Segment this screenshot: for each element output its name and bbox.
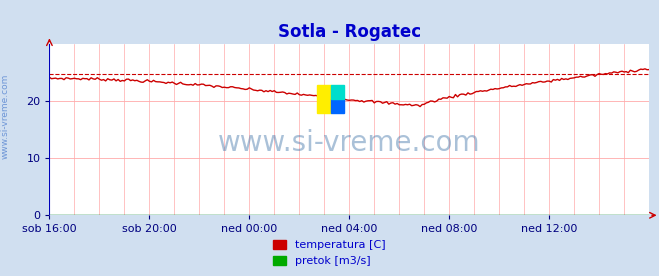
Title: Sotla - Rogatec: Sotla - Rogatec <box>277 23 421 41</box>
Legend: temperatura [C], pretok [m3/s]: temperatura [C], pretok [m3/s] <box>269 235 390 270</box>
Text: www.si-vreme.com: www.si-vreme.com <box>1 73 10 159</box>
Text: www.si-vreme.com: www.si-vreme.com <box>218 129 480 157</box>
